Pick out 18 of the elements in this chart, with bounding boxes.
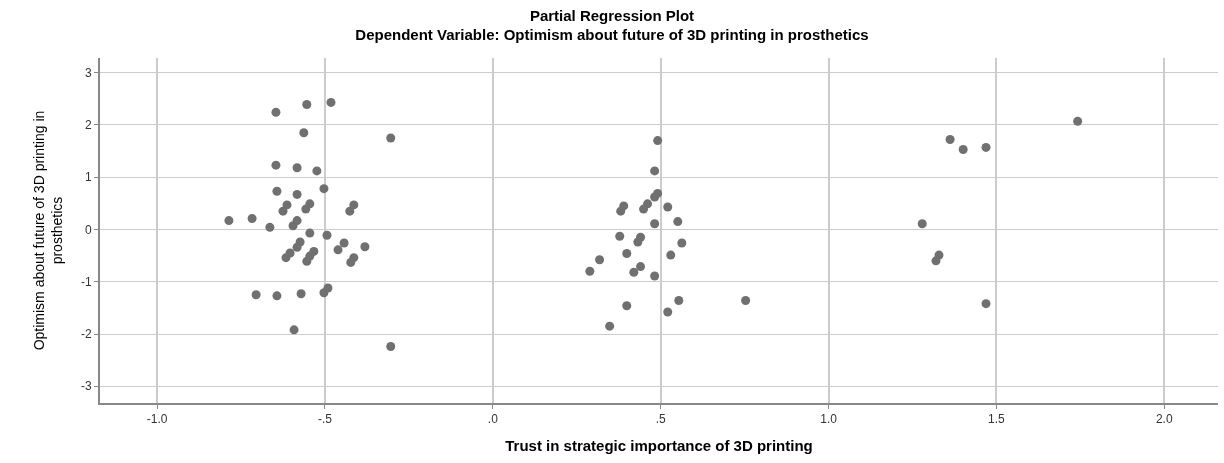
x-tick-label: -1.0 (146, 412, 168, 427)
x-tick-label: -.5 (317, 412, 333, 427)
x-tick-label: .0 (487, 412, 499, 427)
x-tick-label: 1.0 (820, 412, 838, 427)
x-tick-label: 2.0 (1155, 412, 1173, 427)
y-tick-label: 1 (84, 170, 92, 185)
chart-title: Partial Regression Plot (529, 6, 695, 24)
y-tick-label: 0 (84, 222, 92, 237)
chart-subtitle: Dependent Variable: Optimism about future of 3D printing in prosthetics (355, 26, 869, 44)
y-tick-label: -3 (80, 379, 92, 394)
x-tick-label: 1.5 (988, 412, 1006, 427)
y-tick-label: 2 (84, 118, 92, 133)
y-tick-label: 3 (84, 65, 92, 80)
y-tick-label: -2 (80, 327, 92, 342)
y-tick-label: -1 (80, 274, 92, 289)
y-axis-title: Optimism about future of 3D printing in prosthetics (30, 110, 66, 351)
x-tick-label: .5 (655, 412, 667, 427)
x-axis-title: Trust in strategic importance of 3D printing (505, 436, 813, 454)
